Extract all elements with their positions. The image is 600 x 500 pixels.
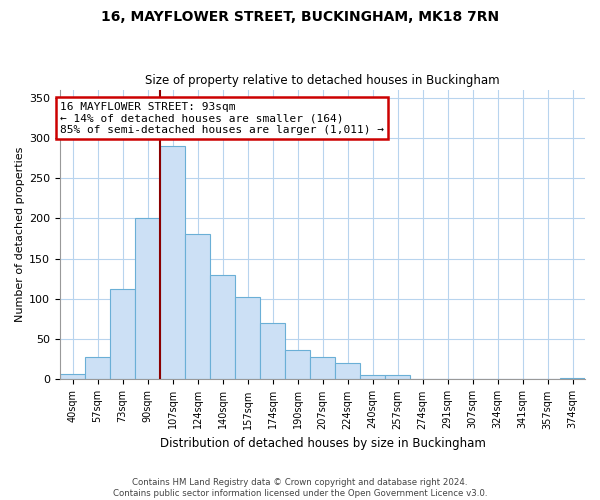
Bar bbox=[135, 218, 160, 380]
Bar bbox=[210, 275, 235, 380]
Bar bbox=[185, 234, 210, 380]
Bar bbox=[335, 364, 360, 380]
Text: 16 MAYFLOWER STREET: 93sqm
← 14% of detached houses are smaller (164)
85% of sem: 16 MAYFLOWER STREET: 93sqm ← 14% of deta… bbox=[60, 102, 384, 135]
Bar bbox=[260, 323, 285, 380]
Bar bbox=[235, 296, 260, 380]
X-axis label: Distribution of detached houses by size in Buckingham: Distribution of detached houses by size … bbox=[160, 437, 485, 450]
Bar bbox=[385, 376, 410, 380]
Bar bbox=[310, 357, 335, 380]
Bar bbox=[410, 378, 435, 380]
Bar bbox=[110, 290, 135, 380]
Bar bbox=[60, 374, 85, 380]
Bar bbox=[85, 357, 110, 380]
Title: Size of property relative to detached houses in Buckingham: Size of property relative to detached ho… bbox=[145, 74, 500, 87]
Text: 16, MAYFLOWER STREET, BUCKINGHAM, MK18 7RN: 16, MAYFLOWER STREET, BUCKINGHAM, MK18 7… bbox=[101, 10, 499, 24]
Text: Contains HM Land Registry data © Crown copyright and database right 2024.
Contai: Contains HM Land Registry data © Crown c… bbox=[113, 478, 487, 498]
Bar bbox=[285, 350, 310, 380]
Bar bbox=[560, 378, 585, 380]
Bar bbox=[160, 146, 185, 380]
Bar bbox=[360, 374, 385, 380]
Y-axis label: Number of detached properties: Number of detached properties bbox=[15, 147, 25, 322]
